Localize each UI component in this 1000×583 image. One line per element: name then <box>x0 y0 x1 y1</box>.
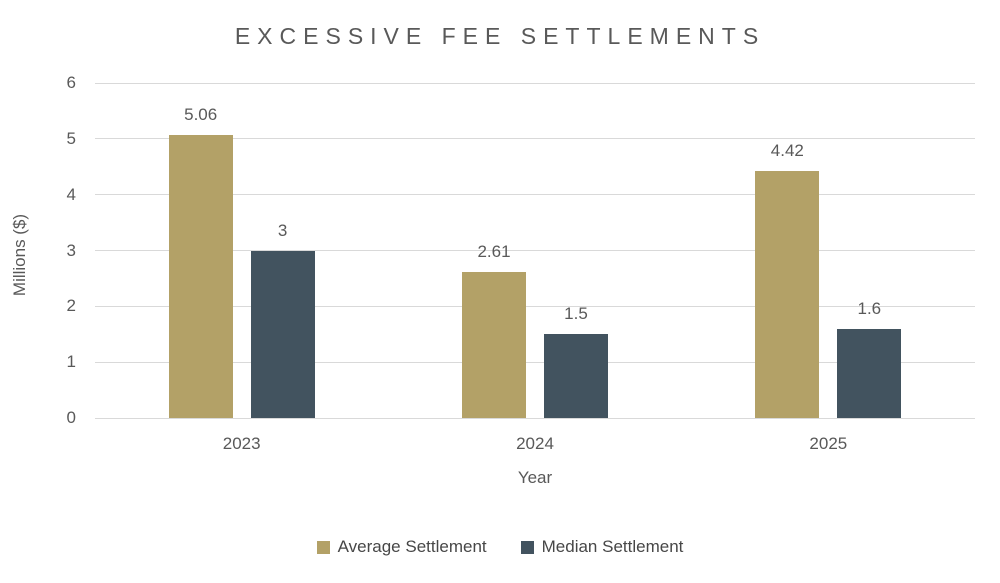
bar-average-settlement-2024 <box>462 272 526 418</box>
gridline <box>95 138 975 140</box>
legend-swatch-icon <box>316 540 330 554</box>
x-tick-label-2024: 2024 <box>516 434 554 453</box>
y-tick-label: 3 <box>66 240 76 260</box>
bar-value-label: 4.42 <box>770 141 804 161</box>
bar-median-settlement-2023 <box>250 250 315 418</box>
y-tick-label: 5 <box>66 128 76 148</box>
y-tick-label: 1 <box>66 352 76 372</box>
bar-average-settlement-2023 <box>168 135 233 418</box>
y-tick-label: 6 <box>66 73 76 92</box>
legend-item-median-settlement: Median Settlement <box>520 537 684 557</box>
legend-item-average-settlement: Average Settlement <box>316 537 487 557</box>
legend-label: Average Settlement <box>337 537 487 556</box>
bar-value-label: 1.5 <box>564 304 588 324</box>
gridline <box>95 82 975 84</box>
gridline <box>95 194 975 196</box>
x-axis-title: Year <box>517 468 553 487</box>
legend-label: Median Settlement <box>541 537 684 556</box>
gridline <box>95 305 975 307</box>
x-tick-label-2023: 2023 <box>222 434 261 453</box>
y-tick-label: 2 <box>66 296 76 316</box>
y-tick-label: 4 <box>66 184 76 204</box>
bar-value-label: 1.6 <box>857 298 882 318</box>
bar-average-settlement-2025 <box>755 171 820 418</box>
bar-median-settlement-2025 <box>837 328 902 418</box>
chart-title: EXCESSIVE FEE SETTLEMENTS <box>234 23 766 49</box>
bar-value-label: 3 <box>277 220 288 240</box>
plot-area: 5.06 2.61 4.42 3 1.5 1.6 <box>95 82 975 419</box>
gridline <box>95 250 975 251</box>
y-tick-label: 0 <box>66 408 76 427</box>
legend-swatch-icon <box>520 540 534 554</box>
y-axis-title: Millions ($) <box>10 213 29 297</box>
legend: Average Settlement Median Settlement <box>0 537 1000 557</box>
x-tick-label-2025: 2025 <box>809 434 848 453</box>
bar-median-settlement-2024 <box>544 334 608 418</box>
gridline <box>95 417 975 419</box>
bar-value-label: 2.61 <box>477 242 511 262</box>
bar-value-label: 5.06 <box>184 105 218 125</box>
gridline <box>95 361 975 363</box>
